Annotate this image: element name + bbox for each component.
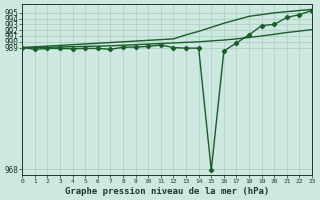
X-axis label: Graphe pression niveau de la mer (hPa): Graphe pression niveau de la mer (hPa): [65, 187, 269, 196]
